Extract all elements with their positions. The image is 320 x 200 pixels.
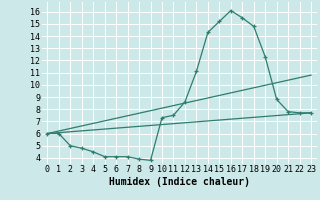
X-axis label: Humidex (Indice chaleur): Humidex (Indice chaleur) xyxy=(109,177,250,187)
